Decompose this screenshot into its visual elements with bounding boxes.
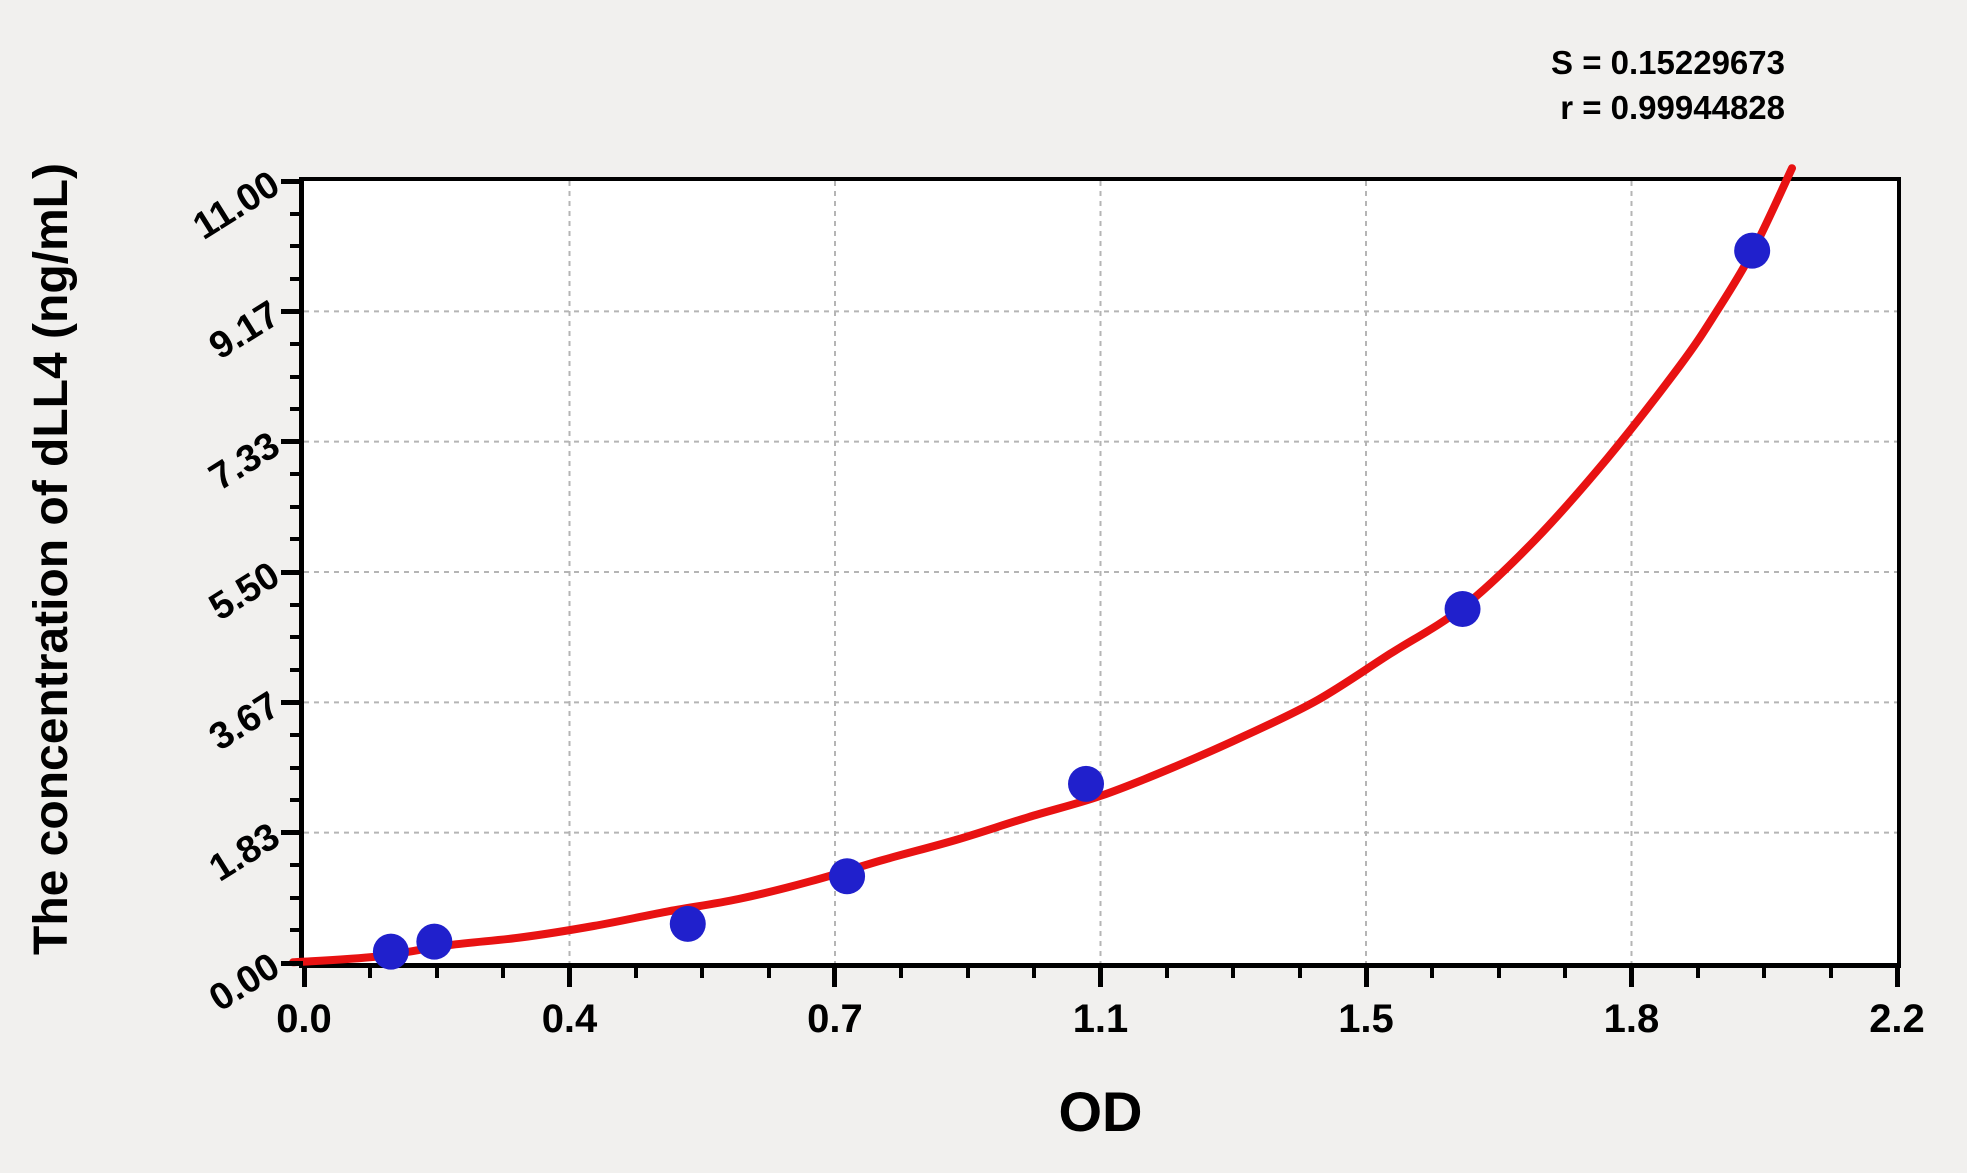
x-minor-tick xyxy=(633,966,638,978)
x-tick-label: 0.4 xyxy=(541,997,598,1041)
x-minor-tick xyxy=(1430,966,1435,978)
data-point xyxy=(1444,590,1481,627)
x-minor-tick xyxy=(965,966,970,978)
x-minor-tick xyxy=(1828,966,1833,978)
y-axis-title: The concentration of dLL4 (ng/mL) xyxy=(25,163,78,955)
x-major-tick xyxy=(1363,966,1369,987)
x-minor-tick xyxy=(1563,966,1568,978)
x-major-tick xyxy=(1098,966,1103,987)
fit-statistics: S = 0.15229673 r = 0.99944828 xyxy=(1551,40,1785,130)
x-minor-tick xyxy=(1695,966,1700,978)
y-major-tick xyxy=(281,178,303,184)
x-tick-label: 1.1 xyxy=(1072,997,1129,1041)
x-minor-tick xyxy=(766,966,771,978)
x-minor-tick xyxy=(1297,966,1302,978)
y-minor-tick xyxy=(290,895,303,900)
y-minor-tick xyxy=(290,765,303,770)
x-minor-tick xyxy=(1762,966,1767,978)
x-minor-tick xyxy=(1231,966,1236,978)
x-tick-label: 0.0 xyxy=(276,997,332,1041)
y-minor-tick xyxy=(290,667,303,672)
x-major-tick xyxy=(1628,966,1634,987)
y-minor-tick xyxy=(290,798,303,803)
x-minor-tick xyxy=(434,966,439,978)
s-value-text: S = 0.15229673 xyxy=(1551,44,1785,81)
x-tick-label: 0.7 xyxy=(807,997,863,1041)
y-major-tick xyxy=(281,308,303,314)
x-minor-tick xyxy=(899,966,904,978)
y-major-tick xyxy=(281,569,303,575)
y-minor-tick xyxy=(290,863,303,868)
plot-area xyxy=(289,164,1901,970)
x-major-tick xyxy=(301,966,307,987)
y-minor-tick xyxy=(290,537,303,542)
data-point xyxy=(829,858,866,895)
x-minor-tick xyxy=(501,966,506,978)
r-value-text: r = 0.99944828 xyxy=(1560,89,1785,126)
x-minor-tick xyxy=(1496,966,1501,978)
data-point xyxy=(416,923,453,960)
y-minor-tick xyxy=(290,244,303,249)
x-major-tick xyxy=(567,966,572,987)
y-tick-label: 7.33 xyxy=(202,423,288,499)
data-point xyxy=(1068,765,1105,802)
y-minor-tick xyxy=(290,341,303,346)
x-minor-tick xyxy=(1032,966,1037,978)
x-major-tick xyxy=(1894,966,1900,987)
data-point xyxy=(669,905,706,942)
plot-svg xyxy=(289,164,1897,970)
data-point xyxy=(1734,232,1771,269)
y-major-tick xyxy=(281,960,303,966)
y-tick-label: 3.67 xyxy=(202,684,288,760)
x-tick-label: 1.8 xyxy=(1603,997,1660,1041)
x-tick-label: 2.2 xyxy=(1869,997,1925,1041)
x-minor-tick xyxy=(1164,966,1169,978)
y-minor-tick xyxy=(290,635,303,640)
y-minor-tick xyxy=(290,211,303,216)
y-minor-tick xyxy=(290,472,303,477)
y-major-tick xyxy=(281,830,303,836)
y-tick-label: 9.17 xyxy=(202,293,288,369)
x-axis-title: OD xyxy=(1058,1080,1143,1143)
y-major-tick xyxy=(281,439,303,445)
y-minor-tick xyxy=(290,504,303,509)
x-tick-label: 1.5 xyxy=(1338,997,1394,1041)
y-minor-tick xyxy=(290,276,303,281)
y-major-tick xyxy=(281,699,303,705)
y-minor-tick xyxy=(290,407,303,412)
x-major-tick xyxy=(832,966,838,987)
y-minor-tick xyxy=(290,732,303,737)
y-tick-label: 5.50 xyxy=(202,554,288,630)
y-tick-label: 1.83 xyxy=(202,814,288,890)
y-minor-tick xyxy=(290,374,303,379)
x-minor-tick xyxy=(368,966,373,978)
y-tick-label: 11.00 xyxy=(186,163,288,249)
y-minor-tick xyxy=(290,602,303,607)
y-minor-tick xyxy=(290,928,303,933)
data-point xyxy=(372,933,409,970)
fitted-curve xyxy=(289,164,1796,967)
x-minor-tick xyxy=(700,966,705,978)
